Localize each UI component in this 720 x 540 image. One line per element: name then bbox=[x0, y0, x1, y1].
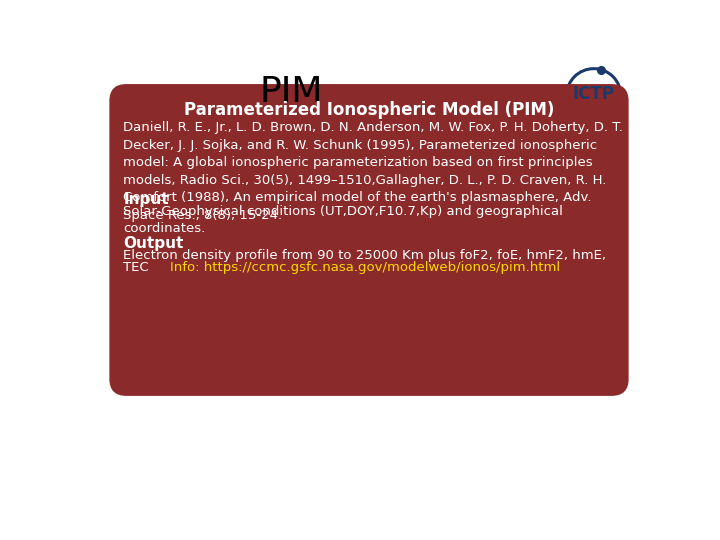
FancyBboxPatch shape bbox=[109, 84, 629, 396]
Text: Electron density profile from 90 to 25000 Km plus foF2, foE, hmF2, hmE,: Electron density profile from 90 to 2500… bbox=[123, 249, 606, 262]
Text: ICTP: ICTP bbox=[572, 85, 614, 103]
Text: Solar-Geophysical conditions (UT,DOY,F10.7,Kp) and geographical
coordinates.: Solar-Geophysical conditions (UT,DOY,F10… bbox=[123, 205, 563, 235]
Text: Parameterized Ionospheric Model (PIM): Parameterized Ionospheric Model (PIM) bbox=[184, 101, 554, 119]
Text: TEC: TEC bbox=[123, 261, 149, 274]
Text: Daniell, R. E., Jr., L. D. Brown, D. N. Anderson, M. W. Fox, P. H. Doherty, D. T: Daniell, R. E., Jr., L. D. Brown, D. N. … bbox=[123, 121, 624, 221]
Text: PIM: PIM bbox=[260, 75, 323, 109]
Text: Info: https://ccmc.gsfc.nasa.gov/modelweb/ionos/pim.html: Info: https://ccmc.gsfc.nasa.gov/modelwe… bbox=[153, 261, 560, 274]
Text: Input: Input bbox=[123, 192, 169, 207]
Text: Output: Output bbox=[123, 236, 184, 251]
